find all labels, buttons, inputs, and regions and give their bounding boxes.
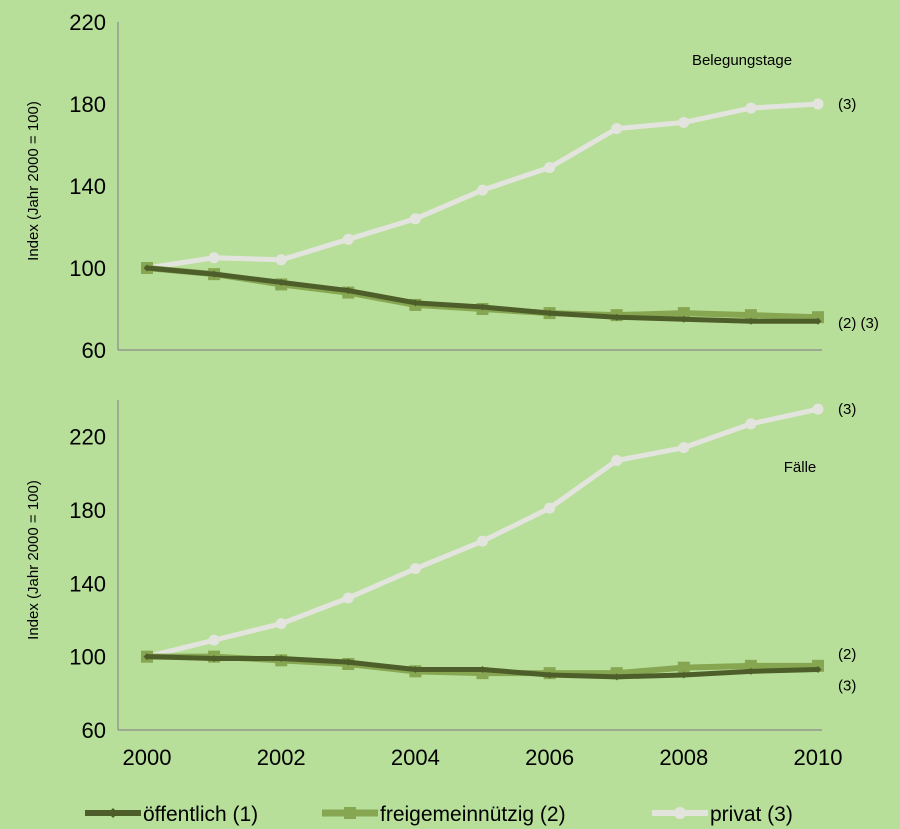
chart-panel-belegungstage: 60 100 140 180 220 Index (Jahr 2000 = 100) Bel… — [25, 10, 879, 363]
data-point — [342, 233, 354, 245]
legend-item-offentlich-1: öffentlich (1) — [85, 803, 258, 826]
x-tick-label: 2006 — [525, 745, 574, 770]
data-point — [745, 418, 757, 430]
data-point — [409, 563, 421, 575]
legend-marker — [674, 807, 686, 819]
data-point — [411, 299, 419, 307]
data-point — [479, 666, 486, 673]
data-point — [812, 98, 824, 110]
series-privat-3 — [141, 403, 824, 663]
series-end-label: (2) — [838, 646, 856, 663]
data-point — [277, 278, 285, 286]
data-point — [611, 455, 623, 466]
data-point — [275, 254, 287, 266]
y-tick-label: 180 — [69, 498, 106, 523]
data-point — [812, 403, 824, 415]
data-point — [546, 671, 554, 679]
y-tick-label: 60 — [82, 338, 106, 363]
panel-title: Fälle — [784, 459, 817, 476]
x-tick-label: 2004 — [391, 745, 440, 770]
data-point — [544, 162, 556, 174]
data-point — [678, 116, 690, 128]
x-tick-label: 2008 — [659, 745, 708, 770]
data-point — [409, 213, 421, 225]
data-point — [210, 270, 218, 278]
data-point — [814, 666, 822, 673]
data-point — [411, 666, 419, 673]
series-end-label: (2) (3) — [838, 315, 879, 332]
data-point — [677, 307, 690, 320]
series-offentlich-1 — [143, 264, 822, 325]
data-point — [143, 653, 151, 661]
legend-label: privat (3) — [710, 803, 793, 826]
data-point — [344, 287, 352, 295]
y-tick-label: 100 — [69, 645, 106, 670]
series-freigemeinnutzig-2 — [141, 262, 824, 324]
chart-panel-falle: 60 100 140 180 220 2000 2002 2004 2006 2008 2010 In… — [25, 400, 856, 770]
data-point — [544, 502, 556, 514]
legend-marker — [108, 808, 118, 818]
y-tick-label: 140 — [69, 174, 106, 199]
data-point — [678, 442, 690, 454]
data-point — [143, 264, 151, 272]
y-tick-label: 140 — [69, 571, 106, 596]
y-tick-label: 220 — [69, 425, 106, 450]
x-tick-label: 2010 — [794, 745, 843, 770]
data-point — [744, 309, 757, 322]
data-point — [210, 655, 218, 662]
data-point — [680, 315, 688, 323]
data-point — [477, 535, 488, 547]
legend-label: freigemeinnützig (2) — [380, 803, 566, 826]
data-point — [546, 309, 554, 317]
data-point — [342, 592, 354, 604]
data-point — [814, 317, 822, 325]
y-tick-label: 100 — [69, 256, 106, 281]
data-point — [277, 655, 285, 662]
y-axis-title: Index (Jahr 2000 = 100) — [25, 101, 42, 261]
data-point — [275, 618, 287, 630]
legend: öffentlich (1) freigemeinnützig (2) privat… — [85, 803, 793, 826]
data-point — [208, 634, 220, 646]
x-tick-label: 2002 — [257, 745, 306, 770]
data-point — [680, 671, 688, 679]
series-end-label: (3) — [838, 678, 856, 695]
panel-title: Belegungstage — [692, 52, 792, 69]
legend-item-privat-3: privat (3) — [652, 803, 793, 826]
data-point — [677, 661, 690, 674]
data-point — [208, 252, 220, 264]
y-tick-label: 220 — [69, 10, 106, 35]
series-end-label: (3) — [838, 96, 856, 113]
series-privat-3 — [141, 98, 824, 274]
x-tick-label: 2000 — [123, 745, 172, 770]
data-point — [344, 658, 352, 666]
data-point — [477, 184, 488, 196]
y-tick-label: 180 — [69, 92, 106, 117]
legend-marker — [344, 807, 356, 819]
series-offentlich-1 — [143, 653, 822, 681]
legend-item-freigemeinnutzig-2: freigemeinnützig (2) — [322, 803, 566, 826]
data-point — [745, 102, 757, 114]
data-point — [747, 667, 755, 675]
data-point — [613, 313, 621, 321]
series-line — [146, 406, 819, 660]
series-end-label: (3) — [838, 401, 856, 418]
y-axis-title: Index (Jahr 2000 = 100) — [25, 480, 42, 640]
data-point — [747, 317, 755, 325]
data-point — [479, 303, 486, 311]
legend-label: öffentlich (1) — [143, 803, 258, 826]
data-point — [611, 123, 623, 135]
y-tick-label: 60 — [82, 718, 106, 743]
data-point — [613, 673, 621, 681]
